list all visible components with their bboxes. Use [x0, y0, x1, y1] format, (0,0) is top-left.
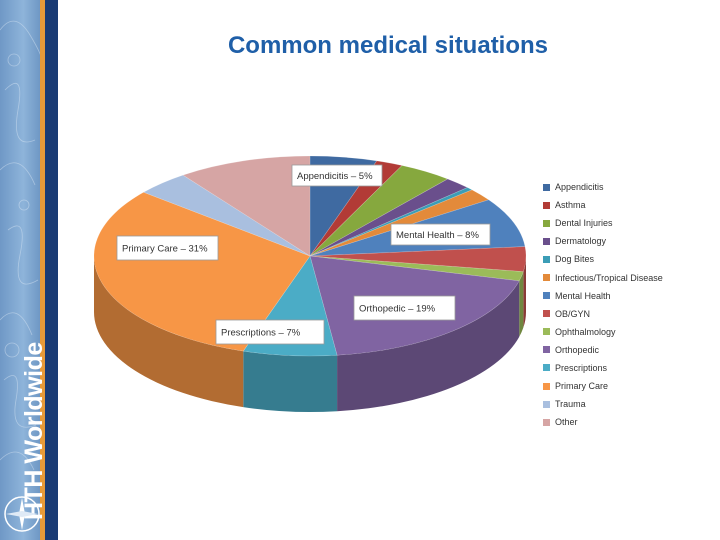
legend-label: Appendicitis	[555, 182, 604, 193]
pie-side-group	[94, 256, 526, 412]
legend-label: Dental Injuries	[555, 218, 613, 229]
legend-label: Trauma	[555, 399, 586, 410]
legend-label: Other	[555, 417, 578, 428]
pie-side-ob-gyn	[523, 256, 526, 328]
legend-swatch	[543, 328, 550, 336]
pie-side-primary-care	[94, 256, 244, 408]
pie-slice-trauma	[142, 174, 311, 257]
legend-item-ob-gyn: OB/GYN	[543, 305, 663, 323]
pie-slice-dental-injuries	[309, 165, 449, 257]
data-label-primary-care: Primary Care – 31%	[116, 235, 219, 261]
legend-label: Orthopedic	[555, 344, 600, 355]
legend-label: Asthma	[555, 200, 586, 211]
legend-item-dermatology: Dermatology	[543, 232, 663, 250]
legend-item-appendicitis: Appendicitis	[543, 178, 663, 196]
legend-item-dog-bites: Dog Bites	[543, 250, 663, 268]
data-label-text: Primary Care – 31%	[122, 244, 208, 255]
legend-swatch	[543, 418, 550, 426]
pie-chart: Appendicitis – 5% Mental Health – 8% Ortho…	[93, 155, 527, 412]
legend-label: Prescriptions	[555, 362, 608, 373]
legend-swatch	[543, 237, 550, 245]
slide-title: Common medical situations	[227, 32, 549, 59]
legend-swatch	[543, 255, 550, 263]
pie-side-prescriptions	[243, 351, 338, 412]
legend-item-other: Other	[543, 413, 663, 431]
pie-slice-other	[182, 155, 311, 257]
data-label-box	[353, 295, 456, 321]
data-label-box	[215, 319, 325, 345]
legend-item-trauma: Trauma	[543, 395, 663, 413]
data-label-box	[116, 235, 219, 261]
data-label-box	[390, 223, 491, 246]
map-pattern	[0, 20, 40, 471]
chart-legend: Appendicitis Asthma Dental Injuries Dermato…	[543, 178, 663, 431]
pie-slice-ob-gyn	[309, 246, 527, 272]
data-label-box	[291, 164, 383, 187]
legend-swatch	[543, 346, 550, 354]
legend-item-ophthalmology: Ophthalmology	[543, 323, 663, 341]
data-label-text: Mental Health – 8%	[396, 230, 479, 241]
legend-item-prescriptions: Prescriptions	[543, 359, 663, 377]
legend-swatch	[543, 310, 550, 318]
legend-item-infectious-tropical-disease: Infectious/Tropical Disease	[543, 268, 663, 286]
legend-label: Ophthalmology	[555, 326, 616, 337]
legend-swatch	[543, 364, 550, 372]
legend-swatch	[543, 292, 550, 300]
sidebar-banner: HTH Worldwide	[0, 0, 58, 540]
legend-item-primary-care: Primary Care	[543, 377, 663, 395]
pie-slice-infectious-tropical-disease	[309, 189, 490, 257]
legend-swatch	[543, 400, 550, 408]
legend-label: Primary Care	[555, 381, 609, 392]
data-label-mental-health: Mental Health – 8%	[390, 223, 491, 246]
pie-side-orthopedic	[337, 280, 520, 412]
data-label-orthopedic: Orthopedic – 19%	[353, 295, 456, 321]
data-label-text: Appendicitis – 5%	[297, 171, 373, 182]
legend-swatch	[543, 382, 550, 390]
legend-label: Mental Health	[555, 290, 611, 301]
legend-label: Dermatology	[555, 236, 607, 247]
legend-swatch	[543, 219, 550, 227]
pie-slice-dog-bites	[309, 187, 473, 257]
legend-swatch	[543, 201, 550, 209]
data-label-appendicitis: Appendicitis – 5%	[291, 164, 383, 187]
legend-swatch	[543, 183, 550, 191]
orange-stripe	[40, 0, 45, 540]
dark-stripe	[45, 0, 58, 540]
pie-slice-ophthalmology	[309, 255, 524, 282]
data-label-prescriptions: Prescriptions – 7%	[215, 319, 325, 345]
legend-item-orthopedic: Orthopedic	[543, 341, 663, 359]
legend-item-mental-health: Mental Health	[543, 287, 663, 305]
data-label-group: Appendicitis – 5% Mental Health – 8% Ortho…	[116, 164, 491, 345]
data-label-text: Prescriptions – 7%	[221, 328, 301, 339]
pie-slice-dermatology	[309, 178, 469, 257]
legend-label: OB/GYN	[555, 308, 591, 319]
legend-label: Dog Bites	[555, 254, 595, 265]
legend-item-dental-injuries: Dental Injuries	[543, 214, 663, 232]
legend-label: Infectious/Tropical Disease	[555, 272, 663, 283]
pie-slice-primary-care	[93, 191, 311, 352]
legend-swatch	[543, 274, 550, 282]
pie-side-ophthalmology	[519, 271, 524, 337]
data-label-text: Orthopedic – 19%	[359, 304, 436, 315]
compass-icon	[4, 496, 40, 532]
legend-item-asthma: Asthma	[543, 196, 663, 214]
